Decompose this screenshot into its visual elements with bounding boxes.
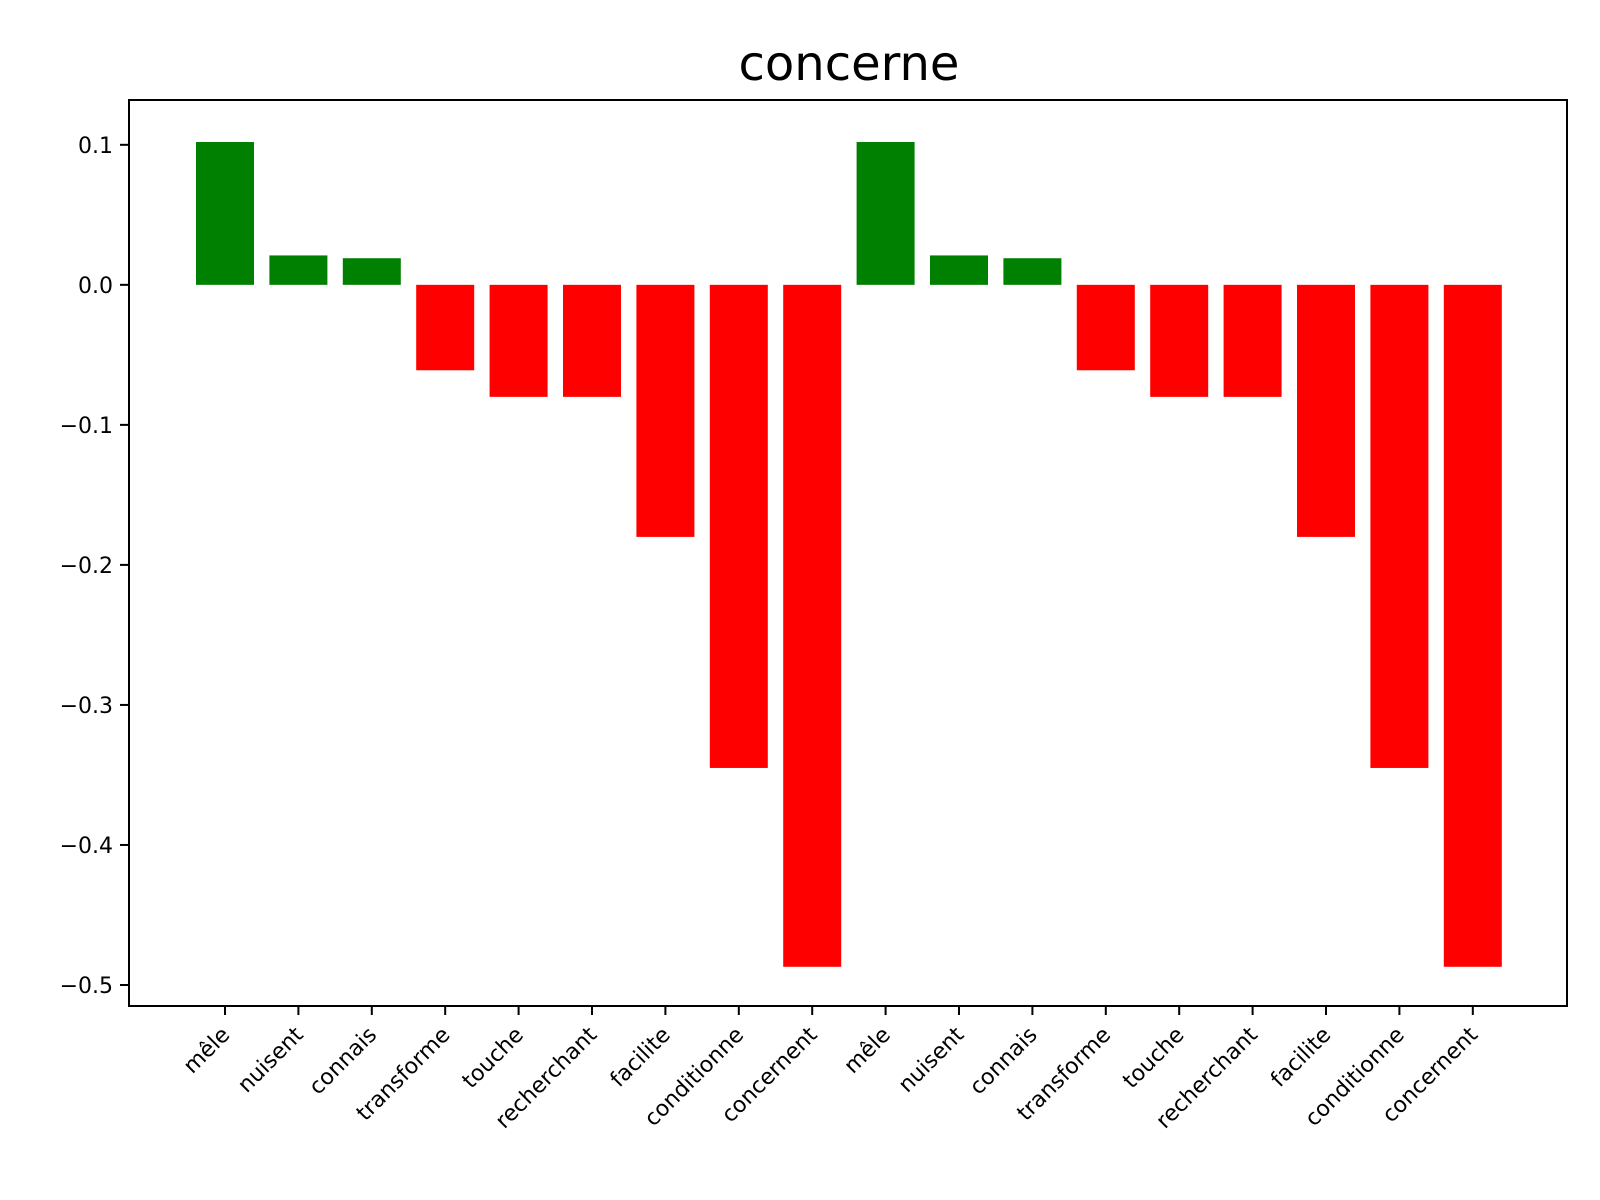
x-tick-label: touche (458, 1023, 529, 1094)
x-tick-label: touche (1118, 1023, 1189, 1094)
bar-recherchant (563, 284, 621, 397)
bar-nuisent (269, 255, 328, 285)
plot-frame (128, 99, 1568, 1007)
bar-facilite (1297, 284, 1355, 537)
bar-transforme (1076, 284, 1135, 371)
x-tick-label: mêle (840, 1023, 896, 1079)
bar-transforme (416, 284, 475, 371)
bar-conditionne (709, 284, 768, 768)
bars-layer (196, 142, 1502, 967)
y-tick-label: 0.1 (78, 134, 113, 159)
y-tick-label: −0.2 (60, 554, 113, 579)
bar-nuisent (930, 255, 988, 285)
bar-connais (1003, 258, 1062, 285)
bar-mêle (856, 142, 915, 285)
x-tick-label: nuisent (894, 1022, 970, 1098)
bar-facilite (636, 284, 695, 537)
y-tick-label: −0.4 (60, 834, 113, 859)
bar-touche (489, 284, 548, 397)
bar-concernent (1443, 284, 1502, 967)
x-tick-label: mêle (179, 1023, 235, 1079)
x-tick-label: facilite (606, 1023, 676, 1093)
bar-conditionne (1370, 284, 1429, 768)
x-tick-label: connais (305, 1023, 382, 1100)
y-tick-label: −0.5 (60, 974, 113, 999)
y-tick-label: 0.0 (78, 274, 113, 299)
y-tick-label: −0.1 (60, 414, 113, 439)
bar-touche (1150, 284, 1209, 397)
bar-connais (342, 258, 401, 285)
x-tick-label: connais (965, 1023, 1042, 1100)
bar-concernent (783, 284, 842, 967)
bar-recherchant (1223, 284, 1282, 397)
y-tick-label: −0.3 (60, 694, 113, 719)
y-axis: 0.1 0.0 −0.1 −0.2 −0.3 −0.4 −0.5 (60, 134, 129, 999)
x-tick-label: nuisent (233, 1022, 309, 1098)
bar-mêle (196, 142, 254, 285)
chart-title: concerne (739, 36, 960, 92)
x-tick-label: facilite (1266, 1023, 1336, 1093)
